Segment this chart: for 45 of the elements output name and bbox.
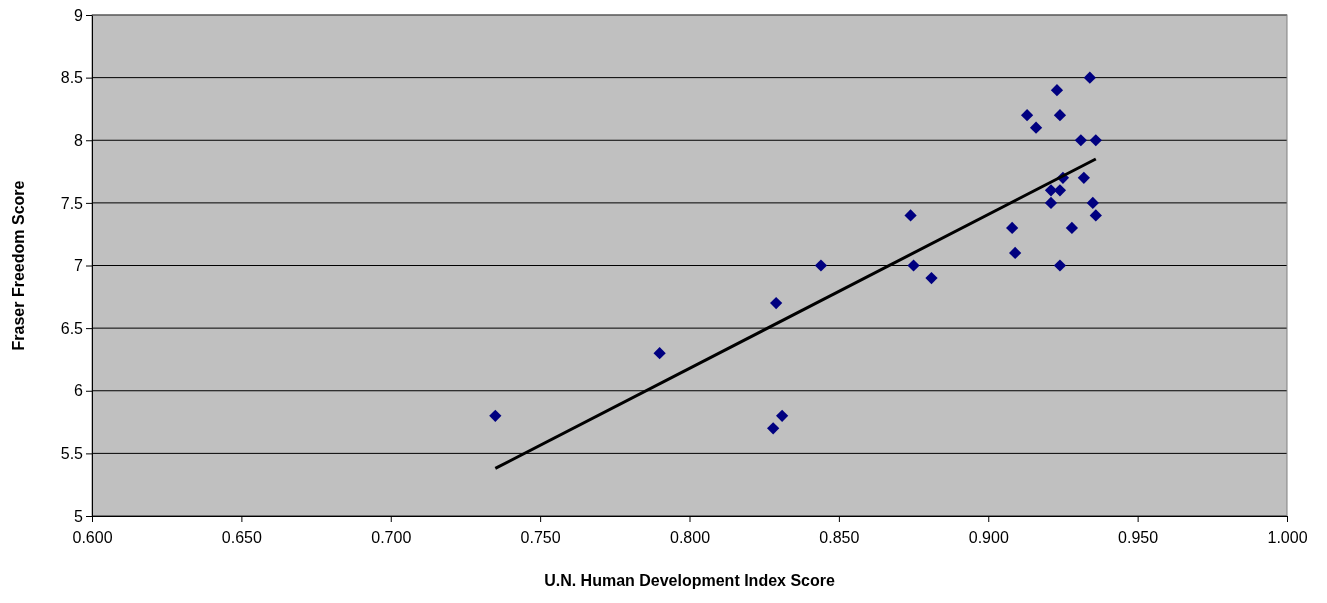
y-tick-label: 6.5	[60, 319, 84, 337]
y-tick-label: 7	[74, 257, 84, 275]
point	[1044, 196, 1058, 209]
y-tick-label: 5.5	[60, 444, 84, 462]
point	[1089, 209, 1102, 222]
point	[767, 422, 780, 435]
point	[1029, 121, 1043, 134]
point	[904, 209, 917, 222]
x-tick-label: 1.000	[1267, 528, 1308, 546]
point	[1053, 259, 1067, 272]
y-tick-label: 9	[74, 6, 84, 24]
point	[1086, 196, 1099, 209]
point	[1050, 84, 1064, 97]
x-tick-label: 0.950	[1118, 528, 1159, 546]
y-tick-label: 8.5	[60, 69, 84, 87]
x-tick-label: 0.650	[221, 528, 262, 546]
point	[1065, 221, 1079, 235]
y-tick-label: 8	[74, 131, 84, 149]
point	[1053, 109, 1067, 122]
y-tick-label: 5	[74, 507, 84, 525]
point	[925, 271, 938, 285]
point	[775, 409, 789, 422]
y-tick-label: 7.5	[60, 194, 84, 212]
y-axis-title: Fraser Freedom Score	[10, 180, 27, 351]
point	[1009, 246, 1022, 260]
point	[653, 347, 666, 360]
point	[770, 296, 783, 310]
x-tick-label: 0.700	[371, 528, 412, 546]
point	[907, 259, 920, 272]
point	[1020, 109, 1034, 122]
point	[1077, 171, 1090, 184]
point	[1053, 184, 1067, 197]
point	[1074, 134, 1087, 147]
point	[1089, 134, 1102, 147]
x-tick-label: 0.750	[520, 528, 561, 546]
x-tick-label: 0.850	[819, 528, 860, 546]
x-tick-label: 0.900	[968, 528, 1009, 546]
point	[1083, 71, 1096, 84]
point	[814, 259, 828, 272]
point	[1006, 221, 1019, 235]
x-tick-label: 0.800	[669, 528, 711, 546]
y-tick-label: 6	[74, 382, 84, 400]
x-axis-title: U.N. Human Development Index Score	[544, 572, 835, 589]
x-tick-label: 0.600	[72, 528, 113, 546]
point	[489, 409, 502, 422]
